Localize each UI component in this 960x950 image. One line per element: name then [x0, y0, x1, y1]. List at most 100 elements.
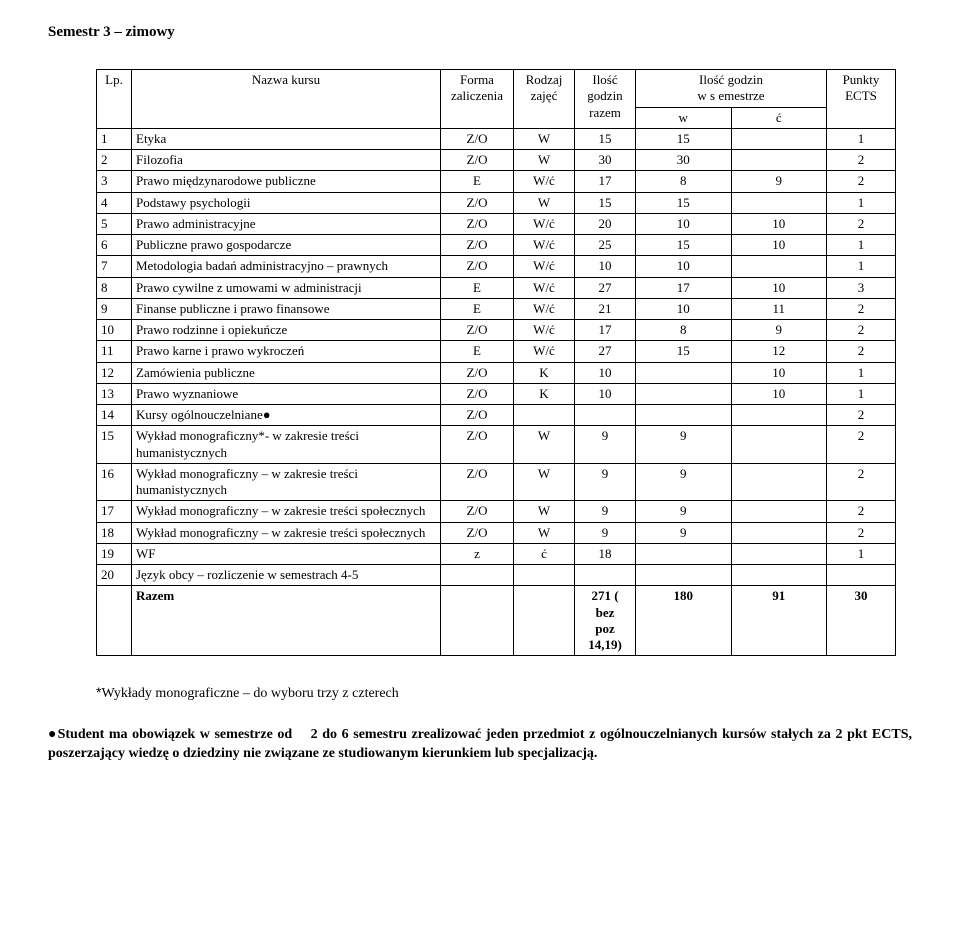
table-row: 13Prawo wyznanioweZ/OK10101 [97, 383, 896, 404]
cell: 14 [97, 405, 132, 426]
cell: E [441, 341, 514, 362]
cell: 7 [97, 256, 132, 277]
cell [97, 586, 132, 656]
cell: W [514, 150, 575, 171]
cell: 9 [575, 426, 636, 464]
cell [731, 463, 827, 501]
cell: 15 [636, 128, 732, 149]
cell: Wykład monograficzny – w zakresie treści… [132, 522, 441, 543]
cell [636, 565, 732, 586]
cell: 10 [575, 256, 636, 277]
cell: 3 [97, 171, 132, 192]
table-row: 2FilozofiaZ/OW30302 [97, 150, 896, 171]
cell: Zamówienia publiczne [132, 362, 441, 383]
cell: 9 [636, 426, 732, 464]
cell: E [441, 277, 514, 298]
col-name: Nazwa kursu [132, 70, 441, 129]
cell: W [514, 128, 575, 149]
cell [731, 150, 827, 171]
cell [731, 543, 827, 564]
cell: W/ć [514, 235, 575, 256]
col-godzin-semestr: Ilość godzin w s emestrze [636, 70, 827, 108]
cell: Z/O [441, 256, 514, 277]
cell: 11 [731, 298, 827, 319]
cell: W [514, 522, 575, 543]
cell: W/ć [514, 213, 575, 234]
cell: Prawo karne i prawo wykroczeń [132, 341, 441, 362]
cell: 1 [827, 128, 896, 149]
cell: Z/O [441, 501, 514, 522]
cell: 30 [636, 150, 732, 171]
table-row: 3Prawo międzynarodowe publiczneEW/ć17892 [97, 171, 896, 192]
table-row: 1EtykaZ/OW15151 [97, 128, 896, 149]
cell: 1 [97, 128, 132, 149]
cell: 2 [827, 405, 896, 426]
cell: Język obcy – rozliczenie w semestrach 4-… [132, 565, 441, 586]
cell: 17 [97, 501, 132, 522]
cell: W/ć [514, 298, 575, 319]
table-row: 10Prawo rodzinne i opiekuńczeZ/OW/ć17892 [97, 320, 896, 341]
cell: 10 [731, 362, 827, 383]
cell: 271 ( bez poz 14,19) [575, 586, 636, 656]
col-gw: w [636, 107, 732, 128]
cell: 1 [827, 235, 896, 256]
cell: 180 [636, 586, 732, 656]
cell [731, 426, 827, 464]
cell [827, 565, 896, 586]
table-row: 8Prawo cywilne z umowami w administracji… [97, 277, 896, 298]
cell [731, 565, 827, 586]
cell: W/ć [514, 341, 575, 362]
cell: 5 [97, 213, 132, 234]
cell: 10 [731, 277, 827, 298]
cell: W/ć [514, 320, 575, 341]
cell: Z/O [441, 362, 514, 383]
cell [636, 383, 732, 404]
cell: W [514, 192, 575, 213]
cell: 2 [827, 298, 896, 319]
cell: 9 [575, 522, 636, 543]
cell [731, 405, 827, 426]
cell: 30 [827, 586, 896, 656]
cell: 20 [97, 565, 132, 586]
cell: 10 [575, 362, 636, 383]
cell: 1 [827, 362, 896, 383]
cell: 10 [575, 383, 636, 404]
cell: 2 [827, 171, 896, 192]
cell [731, 501, 827, 522]
table-body: 1EtykaZ/OW151512FilozofiaZ/OW303023Prawo… [97, 128, 896, 656]
cell: Z/O [441, 522, 514, 543]
cell: W/ć [514, 171, 575, 192]
cell: 15 [575, 128, 636, 149]
cell: 10 [636, 298, 732, 319]
cell: 9 [731, 171, 827, 192]
cell: 9 [575, 501, 636, 522]
cell: Z/O [441, 320, 514, 341]
cell [731, 522, 827, 543]
course-table: Lp. Nazwa kursu Forma zaliczenia Rodzaj … [96, 69, 896, 656]
cell: 10 [636, 256, 732, 277]
table-header-row-1: Lp. Nazwa kursu Forma zaliczenia Rodzaj … [97, 70, 896, 108]
cell: W [514, 501, 575, 522]
cell: 9 [731, 320, 827, 341]
table-row: 14Kursy ogólnouczelniane●Z/O2 [97, 405, 896, 426]
cell: K [514, 362, 575, 383]
cell: 1 [827, 543, 896, 564]
table-row: 6Publiczne prawo gospodarczeZ/OW/ć251510… [97, 235, 896, 256]
cell [636, 543, 732, 564]
cell: 30 [575, 150, 636, 171]
cell: 17 [575, 171, 636, 192]
cell: 27 [575, 341, 636, 362]
cell: Z/O [441, 426, 514, 464]
cell [514, 565, 575, 586]
cell: Z/O [441, 383, 514, 404]
cell: 15 [575, 192, 636, 213]
cell: Wykład monograficzny – w zakresie treści… [132, 463, 441, 501]
cell: Prawo wyznaniowe [132, 383, 441, 404]
cell: 2 [97, 150, 132, 171]
cell: 8 [636, 171, 732, 192]
cell [441, 565, 514, 586]
cell: Z/O [441, 405, 514, 426]
cell: 6 [97, 235, 132, 256]
cell: Razem [132, 586, 441, 656]
cell: 2 [827, 463, 896, 501]
